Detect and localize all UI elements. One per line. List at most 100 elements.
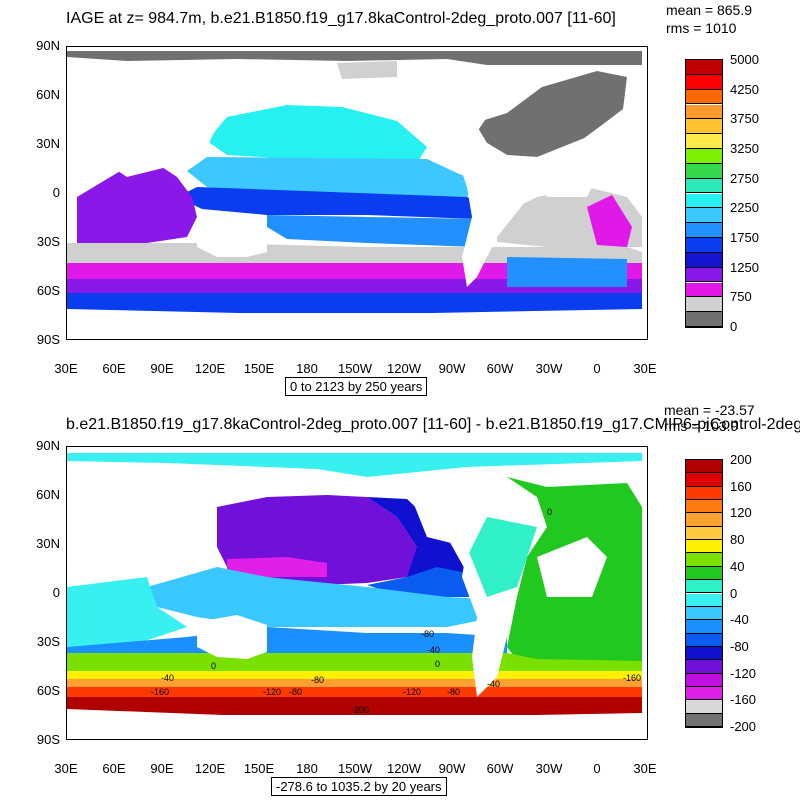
contour-label: -120	[403, 687, 421, 697]
panel1-range-label: 0 to 2123 by 250 years	[285, 377, 428, 396]
panel2-lat-label: 60N	[36, 487, 60, 502]
panel1-map	[66, 46, 648, 340]
colorbar-swatch	[686, 620, 722, 634]
colorbar-swatch	[686, 473, 722, 487]
colorbar-label: 5000	[730, 52, 759, 67]
panel1-lon-label: 30W	[535, 361, 563, 376]
colorbar-swatch	[686, 60, 722, 75]
panel2-lon-label: 30E	[54, 761, 78, 776]
colorbar-swatch	[686, 673, 722, 687]
panel2-lon-label: 60W	[486, 761, 514, 776]
colorbar-label: 1250	[730, 259, 759, 275]
panel2-lon-label: 150E	[243, 761, 275, 776]
panel2-lon-label: 60E	[102, 761, 126, 776]
panel2-lon-label: 0	[593, 761, 601, 776]
contour-label: 0	[547, 507, 552, 517]
colorbar-swatch	[686, 74, 722, 90]
panel1-colorbar	[685, 59, 723, 328]
panel1-lat-label: 30N	[36, 136, 60, 151]
colorbar-swatch	[686, 606, 722, 621]
colorbar-swatch	[686, 713, 722, 727]
colorbar-swatch	[686, 580, 722, 594]
contour-label: -80	[311, 675, 324, 685]
panel1-lat-label: 30S	[36, 234, 60, 249]
panel1-lat-label: 0	[52, 185, 60, 200]
colorbar-label: -40	[730, 612, 749, 628]
colorbar-swatch	[686, 540, 722, 554]
colorbar-label: 1750	[730, 230, 759, 245]
panel2-mean-label: mean = -23.57	[664, 402, 755, 418]
panel1-lon-label: 150E	[243, 361, 275, 376]
panel2-lat-label: 0	[52, 585, 60, 600]
colorbar-swatch	[686, 297, 722, 313]
contour-label: -160	[623, 673, 641, 683]
colorbar-label: 120	[730, 505, 752, 521]
contour-label: -40	[161, 673, 174, 683]
contour-label: -40	[427, 645, 440, 655]
panel1-lon-label: 120W	[387, 361, 421, 376]
colorbar-swatch	[686, 513, 722, 527]
panel2-lat-label: 60S	[36, 683, 60, 698]
panel1-lon-label: 150W	[338, 361, 372, 376]
colorbar-swatch	[686, 282, 722, 298]
colorbar-swatch	[686, 646, 722, 661]
contour-label: -80	[421, 629, 434, 639]
panel2-colorbar	[685, 459, 723, 728]
colorbar-swatch	[686, 553, 722, 567]
contour-label: 0	[435, 659, 440, 669]
panel1-lon-label: 90W	[438, 361, 466, 376]
colorbar-swatch	[686, 89, 722, 105]
colorbar-swatch	[686, 660, 722, 674]
colorbar-swatch	[686, 238, 722, 253]
panel1-mean-label: mean = 865.9	[666, 2, 753, 18]
panel1-lat-label: 90N	[36, 38, 60, 53]
panel2-title: b.e21.B1850.f19_g17.8kaControl-2deg_prot…	[66, 416, 800, 433]
colorbar-label: 3250	[730, 141, 759, 156]
colorbar-label: -80	[730, 638, 749, 654]
contour-label: -200	[351, 705, 369, 715]
panel2-lat-label: 90N	[36, 438, 60, 453]
panel1-colorbar-labels: 5000 4250 3750 3250 2750 2250 1750 1250 750 0	[730, 52, 790, 337]
panel2-lon-label: 30E	[633, 761, 657, 776]
panel2-lon-label: 120W	[387, 761, 421, 776]
colorbar-swatch	[686, 223, 722, 238]
colorbar-label: 40	[730, 558, 745, 574]
panel1-lon-label: 30E	[54, 361, 78, 376]
colorbar-label: 2750	[730, 170, 759, 186]
colorbar-swatch	[686, 134, 722, 149]
colorbar-swatch	[686, 312, 722, 327]
colorbar-label: 0	[730, 585, 738, 601]
panel1-lon-label: 30E	[633, 361, 657, 376]
panel2-lon-label: 90E	[150, 761, 174, 776]
colorbar-swatch	[686, 104, 722, 120]
panel2-lat-label: 30S	[36, 634, 60, 649]
panel2-lon-label: 30W	[535, 761, 563, 776]
colorbar-swatch	[686, 700, 722, 714]
panel2-lon-label: 150W	[338, 761, 372, 776]
colorbar-swatch	[686, 566, 722, 581]
panel2-range-label: -278.6 to 1035.2 by 20 years	[271, 777, 447, 796]
panel2-lon-label: 120E	[194, 761, 226, 776]
panel1-lat-label: 60N	[36, 87, 60, 102]
colorbar-swatch	[686, 149, 722, 164]
colorbar-swatch	[686, 500, 722, 514]
colorbar-label: 80	[730, 532, 745, 548]
contour-label: 0	[211, 661, 216, 671]
panel1-lon-label: 0	[593, 361, 601, 376]
panel2-lat-label: 30N	[36, 536, 60, 551]
panel1-lon-label: 120E	[194, 361, 226, 376]
colorbar-label: -120	[730, 665, 757, 681]
colorbar-swatch	[686, 460, 722, 474]
colorbar-swatch	[686, 119, 722, 135]
colorbar-swatch	[686, 633, 722, 647]
colorbar-swatch	[686, 252, 722, 268]
colorbar-label: 750	[730, 289, 752, 305]
colorbar-label: -160	[730, 692, 757, 708]
colorbar-swatch	[686, 178, 722, 194]
panel2-lon-label: 90W	[438, 761, 466, 776]
panel2-lat-label: 90S	[36, 732, 60, 747]
panel1-title: IAGE at z= 984.7m, b.e21.B1850.f19_g17.8…	[66, 10, 616, 27]
colorbar-swatch	[686, 193, 722, 209]
colorbar-swatch	[686, 486, 722, 501]
panel1-lat-label: 90S	[36, 332, 60, 347]
